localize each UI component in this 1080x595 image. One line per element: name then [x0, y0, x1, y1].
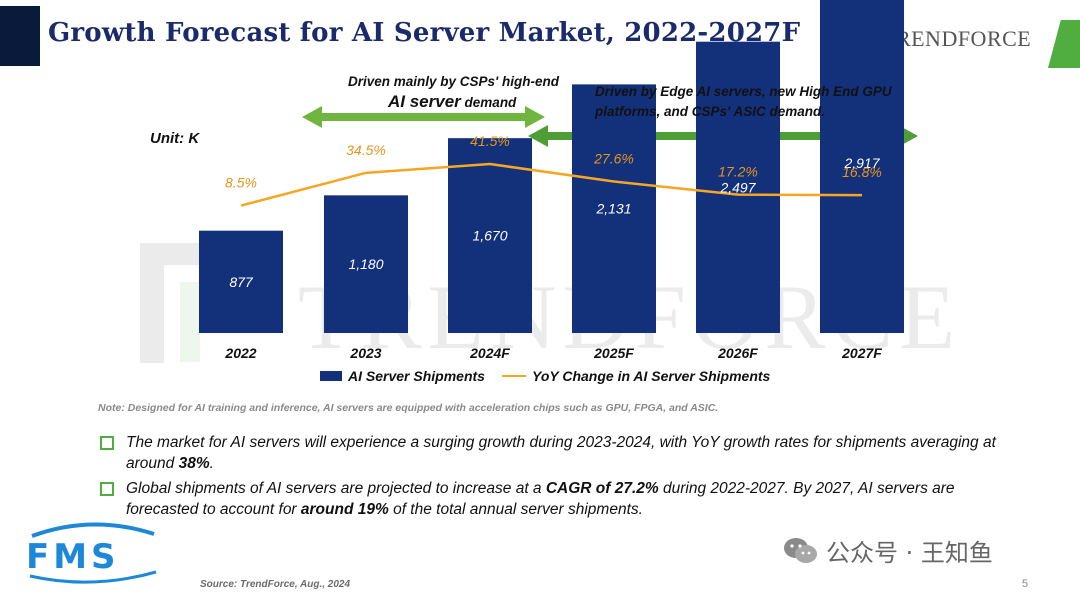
legend-line-swatch [502, 375, 526, 377]
left-annotation-line2: AI server demand [348, 92, 559, 113]
yoy-value-label: 27.6% [593, 151, 634, 167]
x-tick-label: 2027F [841, 345, 882, 361]
yoy-line [240, 162, 863, 207]
bullet-text: Global shipments of AI servers are proje… [126, 478, 1000, 520]
key-points: The market for AI servers will experienc… [100, 432, 1000, 524]
bar-value-label: 1,670 [472, 228, 507, 244]
left-annotation-emph: AI server [388, 92, 461, 111]
bar-2026F [696, 41, 780, 333]
bullet-item: Global shipments of AI servers are proje… [100, 478, 1000, 520]
unit-label: Unit: K [150, 130, 200, 147]
header-bar: Growth Forecast for AI Server Market, 20… [0, 0, 1080, 70]
bullet-1-text: The market for AI servers will experienc… [126, 434, 996, 472]
bullet-2-emph2: around 19% [300, 501, 389, 518]
trendforce-logo-text: TRENDFORCE [882, 26, 1032, 51]
bar-2024F [448, 138, 532, 333]
bar-2022 [199, 230, 283, 333]
bullet-1-emph: 38% [178, 455, 210, 472]
footnote: Note: Designed for AI training and infer… [98, 402, 719, 414]
x-tick-label: 2023 [349, 345, 381, 361]
legend-bar-swatch [320, 371, 342, 381]
bar-value-label: 1,180 [348, 256, 383, 272]
right-annotation: Driven by Edge AI servers, new High End … [595, 82, 892, 122]
left-annotation-line1: Driven mainly by CSPs' high-end [348, 74, 560, 89]
left-accent-tab [0, 6, 40, 66]
bar-value-label: 2,131 [595, 201, 631, 217]
page-number: 5 [1022, 578, 1029, 590]
legend-line: YoY Change in AI Server Shipments [502, 368, 770, 384]
left-annotation: Driven mainly by CSPs' high-end AI serve… [348, 72, 559, 113]
right-annotation-line2: platforms, and CSPs' ASIC demand. [595, 104, 826, 119]
bar-value-label: 877 [229, 274, 254, 290]
wechat-account-label: 公众号 · 王知鱼 [826, 539, 993, 567]
bar-2025F [572, 84, 656, 333]
bar-2023 [324, 195, 408, 333]
x-tick-label: 2024F [469, 345, 510, 361]
bar-2027F [820, 0, 904, 334]
yoy-value-label: 17.2% [718, 164, 758, 180]
legend-bar-label: AI Server Shipments [348, 368, 485, 384]
bullet-1-end: . [209, 455, 214, 472]
left-annotation-tail: demand [464, 95, 517, 110]
fms-logo-icon: FMS [26, 522, 157, 584]
wechat-watermark: 公众号 · 王知鱼 [782, 533, 993, 568]
yoy-value-label: 8.5% [225, 175, 257, 191]
legend-bar: AI Server Shipments [320, 368, 485, 384]
bar-value-label: 2,497 [719, 179, 756, 195]
bar-value-label: 2,917 [843, 155, 880, 171]
x-tick-label: 2022 [224, 345, 256, 361]
bullet-2-mid: during 2022-2027. By 2027, AI servers ar… [126, 480, 955, 518]
bullet-box-icon [100, 436, 114, 450]
legend-line-label: YoY Change in AI Server Shipments [532, 368, 771, 384]
bullet-item: The market for AI servers will experienc… [100, 432, 1000, 474]
source-credit: Source: TrendForce, Aug., 2024 [200, 579, 351, 590]
bullet-2-emph: CAGR of 27.2% [545, 480, 659, 497]
x-tick-label: 2025F [593, 345, 634, 361]
bullet-2-text: Global shipments of AI servers are proje… [126, 480, 546, 497]
left-span-arrow [302, 106, 545, 128]
bullet-text: The market for AI servers will experienc… [126, 432, 1000, 474]
yoy-value-label: 34.5% [346, 142, 386, 158]
fms-logo: FMS [22, 520, 162, 589]
bullet-2-end: of the total annual server shipments. [388, 501, 643, 518]
ai-server-chart: TRENDFORCE 87720221,18020231,6702024F2,1… [140, 0, 955, 368]
yoy-value-label: 41.5% [470, 133, 510, 149]
svg-text:FMS: FMS [26, 537, 120, 577]
bullet-box-icon [100, 482, 114, 496]
x-tick-label: 2026F [717, 345, 758, 361]
right-annotation-line1: Driven by Edge AI servers, new High End … [595, 84, 892, 99]
yoy-value-label: 16.8% [842, 164, 882, 180]
wechat-icon [784, 537, 817, 563]
page-title: Growth Forecast for AI Server Market, 20… [48, 18, 801, 48]
